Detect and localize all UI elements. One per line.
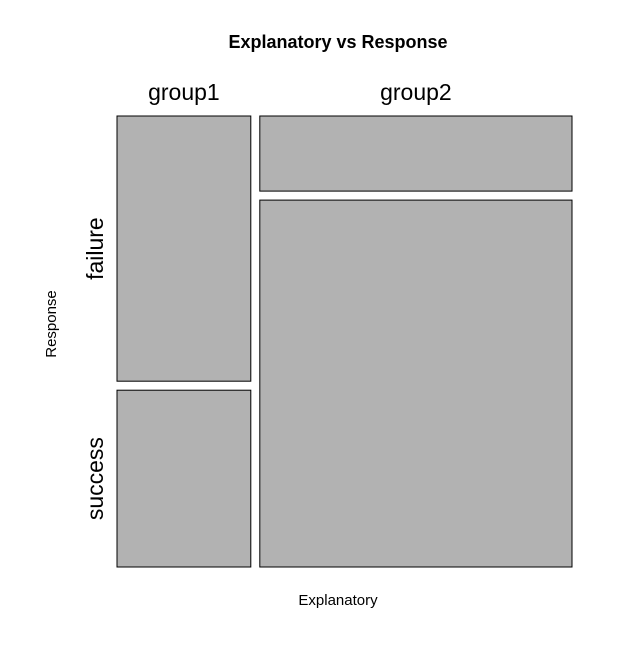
chart-title: Explanatory vs Response — [228, 32, 447, 52]
x-category-group2: group2 — [380, 79, 452, 105]
x-category-labels: group1 group2 — [148, 79, 452, 105]
tile-group1-failure — [116, 115, 252, 382]
y-axis-label: Response — [43, 290, 60, 358]
y-category-labels: failure success — [82, 217, 108, 520]
y-category-failure: failure — [82, 217, 108, 280]
x-axis-label: Explanatory — [298, 592, 378, 609]
y-category-success: success — [82, 437, 108, 520]
tile-group1-success — [116, 389, 252, 568]
tile-group2-success — [259, 199, 573, 568]
mosaic-tiles — [116, 115, 573, 568]
tile-group2-failure — [259, 115, 573, 192]
x-category-group1: group1 — [148, 79, 220, 105]
